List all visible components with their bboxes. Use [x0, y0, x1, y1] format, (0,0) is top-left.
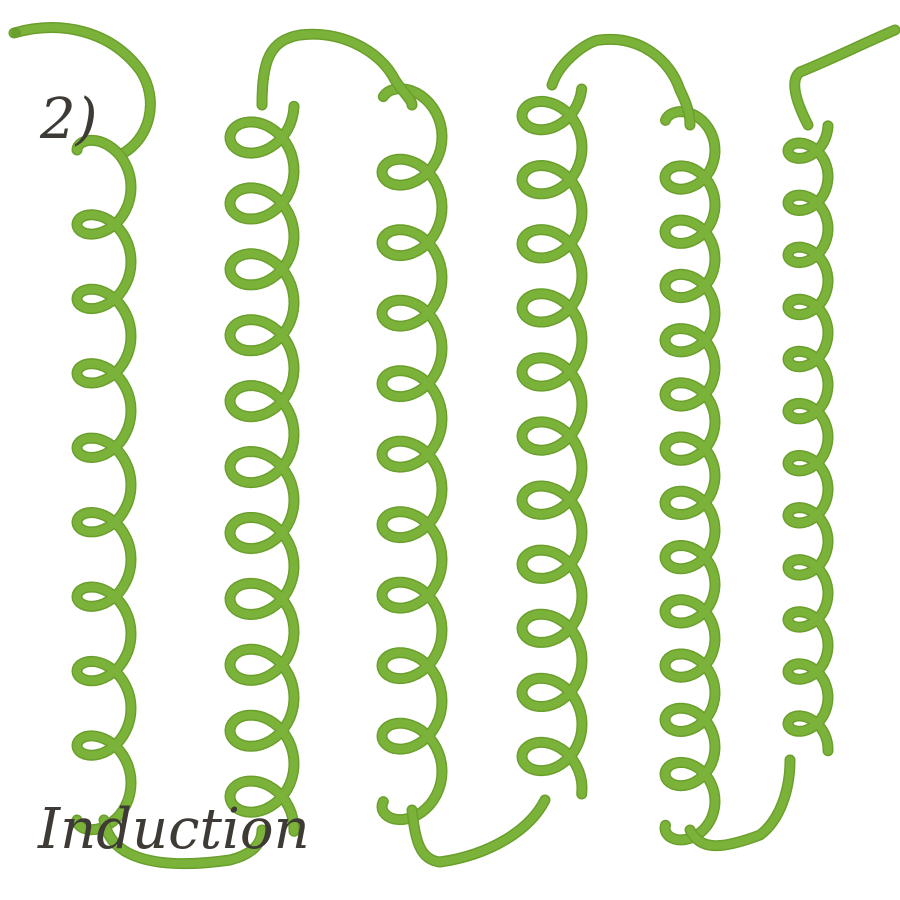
- vine-stroke: [258, 30, 416, 109]
- vine-stroke: [661, 107, 719, 844]
- vine-stroke: [790, 26, 899, 129]
- vine-stroke: [548, 35, 694, 129]
- vine-stroke: [378, 84, 446, 824]
- vine-stroke: [100, 816, 266, 868]
- vine-stroke: [73, 136, 135, 834]
- vine-start-dot: [11, 28, 21, 38]
- vine-stroke: [686, 756, 794, 850]
- vine-stroke: [784, 121, 832, 755]
- vine-drawing: [8, 22, 900, 870]
- vine-stroke: [226, 102, 298, 836]
- vine-stroke: [408, 796, 549, 866]
- vine-stroke: [518, 85, 586, 798]
- vine-stroke: [10, 23, 155, 159]
- caption-text: Induction: [37, 797, 310, 862]
- number-label: 2): [39, 87, 97, 152]
